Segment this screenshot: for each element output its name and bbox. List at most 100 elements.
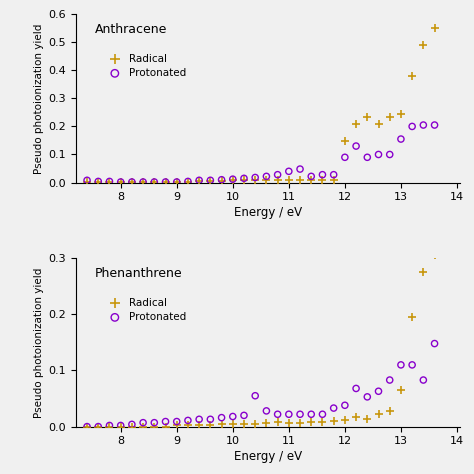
Radical xyxy=(431,25,438,32)
Radical xyxy=(139,423,147,430)
Protonated xyxy=(240,411,248,419)
Protonated xyxy=(94,423,102,430)
Text: Phenanthrene: Phenanthrene xyxy=(95,267,182,280)
Radical xyxy=(207,421,214,428)
Protonated xyxy=(285,167,292,175)
Radical xyxy=(173,178,181,185)
Protonated xyxy=(117,178,125,186)
X-axis label: Energy / eV: Energy / eV xyxy=(234,450,302,464)
Protonated xyxy=(375,387,383,395)
Protonated xyxy=(151,178,158,186)
Radical xyxy=(117,423,125,430)
Radical xyxy=(240,176,248,184)
Protonated xyxy=(341,154,349,161)
Radical xyxy=(263,176,270,183)
Protonated xyxy=(308,410,315,418)
Radical xyxy=(375,410,383,418)
Radical xyxy=(285,176,292,183)
Radical xyxy=(386,407,393,415)
Radical xyxy=(274,176,282,183)
Protonated xyxy=(397,361,405,369)
Protonated xyxy=(151,419,158,427)
Radical xyxy=(184,178,191,185)
Radical xyxy=(319,419,326,426)
Protonated xyxy=(274,171,282,179)
Radical xyxy=(296,176,304,183)
Protonated xyxy=(386,376,393,384)
Radical xyxy=(162,178,169,186)
Protonated xyxy=(296,410,304,418)
Radical xyxy=(319,176,326,184)
Protonated xyxy=(195,176,203,184)
Protonated xyxy=(106,422,113,429)
Protonated xyxy=(319,410,326,418)
Protonated xyxy=(341,401,349,409)
Protonated xyxy=(419,121,427,129)
Protonated xyxy=(184,178,191,185)
Radical xyxy=(106,178,113,186)
Radical xyxy=(330,176,337,183)
Radical xyxy=(151,423,158,430)
Protonated xyxy=(408,123,416,130)
Protonated xyxy=(173,178,181,186)
Protonated xyxy=(162,418,169,425)
Protonated xyxy=(139,178,147,186)
Radical xyxy=(83,178,91,185)
Radical xyxy=(364,113,371,120)
Protonated xyxy=(308,173,315,180)
Y-axis label: Pseudo photoionization yield: Pseudo photoionization yield xyxy=(34,23,44,173)
Protonated xyxy=(352,385,360,392)
Radical xyxy=(431,252,438,259)
Radical xyxy=(229,176,237,184)
Radical xyxy=(162,423,169,430)
Protonated xyxy=(419,376,427,384)
Protonated xyxy=(251,173,259,181)
Radical xyxy=(128,178,136,186)
Radical xyxy=(330,417,337,425)
Protonated xyxy=(117,422,125,429)
Radical xyxy=(419,41,427,49)
Protonated xyxy=(364,154,371,161)
Protonated xyxy=(274,410,282,418)
Text: Anthracene: Anthracene xyxy=(95,23,167,36)
Radical xyxy=(106,423,113,430)
Radical xyxy=(408,313,416,321)
Radical xyxy=(364,416,371,423)
Protonated xyxy=(83,423,91,430)
Radical xyxy=(308,419,315,426)
Radical xyxy=(397,386,405,394)
Radical xyxy=(341,416,349,424)
Radical xyxy=(251,420,259,428)
Protonated xyxy=(207,176,214,184)
Radical xyxy=(397,110,405,118)
Radical xyxy=(419,268,427,276)
Radical xyxy=(151,178,158,186)
Radical xyxy=(274,419,282,426)
Radical xyxy=(251,176,259,183)
Protonated xyxy=(195,416,203,423)
Legend: Radical, Protonated: Radical, Protonated xyxy=(100,294,191,326)
Radical xyxy=(83,423,91,430)
Protonated xyxy=(94,178,102,185)
Protonated xyxy=(296,165,304,173)
Radical xyxy=(352,120,360,128)
Radical xyxy=(128,423,136,430)
Radical xyxy=(117,178,125,186)
Radical xyxy=(296,419,304,427)
Protonated xyxy=(364,393,371,401)
Radical xyxy=(308,176,315,183)
Protonated xyxy=(207,416,214,423)
Protonated xyxy=(375,151,383,158)
Protonated xyxy=(431,340,438,347)
Protonated xyxy=(319,171,326,179)
Protonated xyxy=(83,176,91,184)
Protonated xyxy=(397,135,405,143)
Radical xyxy=(207,177,214,185)
Protonated xyxy=(251,392,259,400)
Protonated xyxy=(229,175,237,183)
Radical xyxy=(263,419,270,427)
Protonated xyxy=(139,419,147,427)
Protonated xyxy=(386,151,393,158)
Protonated xyxy=(408,361,416,369)
Radical xyxy=(139,178,147,186)
